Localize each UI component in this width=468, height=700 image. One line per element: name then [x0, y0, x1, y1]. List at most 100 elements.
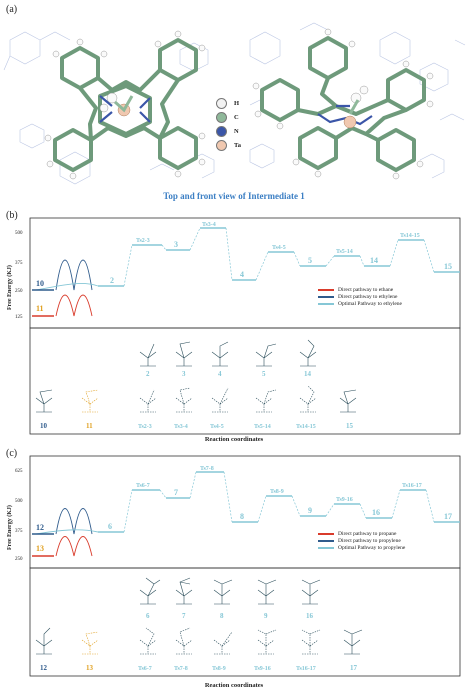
panel-c-state-ts9-16: Ts9-16 — [336, 497, 353, 503]
panel-b-state-10: 10 — [36, 279, 44, 288]
panel-b-energy-frame — [29, 217, 461, 329]
panel-a-label: (a) — [6, 4, 18, 15]
panel-b-ytick-125: 125 — [15, 315, 23, 320]
h-atom-icon — [216, 97, 227, 109]
panel-c-structures — [35, 577, 363, 655]
cyan-line-icon — [318, 302, 334, 305]
panel-c-legend-propane: Direct pathway to propane — [318, 530, 405, 537]
panel-c-state-7: 7 — [174, 488, 178, 497]
panel-b-state-ts14-15: Ts14-15 — [400, 233, 420, 239]
panel-b-struct-15: 15 — [346, 422, 354, 430]
panel-b-energy-diagram: 500 375 250 125 Free Energy (KJ) 10 — [6, 217, 461, 435]
panel-c-propylene-wave — [55, 508, 93, 535]
panel-c-state-8: 8 — [240, 512, 244, 521]
panel-c-state-ts7-8: Ts7-8 — [200, 466, 214, 472]
panel-c-struct-9: 9 — [264, 612, 268, 620]
molecule-views — [3, 22, 466, 185]
panel-c-state-12: 12 — [36, 523, 44, 532]
panel-c-optimal-wave — [35, 529, 99, 535]
panel-b-struct-11: 11 — [86, 422, 93, 430]
panel-b-struct-ts2-3: Ts2-3 — [138, 424, 152, 430]
panel-c-state-ts8-9: Ts8-9 — [270, 489, 284, 495]
panel-c-struct-8: 8 — [220, 612, 224, 620]
panel-c-state-ts6-7: Ts6-7 — [136, 483, 150, 489]
panel-c-state-13: 13 — [36, 544, 44, 553]
panel-c-ytick-625: 625 — [15, 469, 23, 474]
atom-legend-c: C — [216, 110, 241, 124]
panel-b-state-ts4-5: Ts4-5 — [272, 245, 286, 251]
cyan-line-icon — [318, 546, 334, 549]
panel-b-state-ts2-3: Ts2-3 — [136, 238, 150, 244]
panel-b-state-11: 11 — [36, 304, 44, 313]
panel-c-state-ts16-17: Ts16-17 — [402, 483, 422, 489]
panel-c-label: (c) — [6, 448, 18, 459]
atom-legend-ta: Ta — [216, 138, 241, 152]
panel-c-propane-wave — [55, 536, 93, 557]
panel-b-struct-10: 10 — [40, 422, 48, 430]
panel-c-state-17: 17 — [444, 512, 452, 521]
panel-b-legend-ethane: Direct pathway to ethane — [318, 286, 402, 293]
panel-c-ytick-375: 375 — [15, 529, 23, 534]
red-line-icon — [318, 532, 334, 535]
atom-legend-h: H — [216, 96, 241, 110]
panel-b-struct-ts3-4: Ts3-4 — [174, 424, 188, 430]
panel-b-struct-4: 4 — [218, 370, 222, 378]
panel-b-ylabel: Free Energy (KJ) — [6, 265, 13, 310]
background-lattice — [3, 22, 466, 185]
panel-c-ytick-500: 500 — [15, 499, 23, 504]
panel-b-state-5: 5 — [308, 256, 312, 265]
panel-c-struct-13: 13 — [86, 664, 94, 672]
panel-b-structures — [35, 339, 357, 413]
panel-c-struct-ts6-7: Ts6-7 — [138, 666, 152, 672]
panel-c-struct-ts9-16: Ts9-16 — [254, 666, 271, 672]
panel-b-ytick-500: 500 — [15, 231, 23, 236]
panel-b-state-3: 3 — [174, 240, 178, 249]
panel-c-struct-6: 6 — [146, 612, 150, 620]
panel-c-energy-frame — [29, 455, 461, 569]
panel-b-state-14: 14 — [370, 256, 378, 265]
molecule-top-view — [44, 30, 206, 180]
molecule-front-view — [252, 28, 434, 180]
atom-legend-n: N — [216, 124, 241, 138]
panel-c-ytick-250: 250 — [15, 557, 23, 562]
panel-c-legend: Direct pathway to propane Direct pathway… — [318, 530, 405, 551]
panel-b-struct-ts5-14: Ts5-14 — [254, 424, 271, 430]
ta-atom-icon — [216, 139, 227, 151]
panel-c-state-16: 16 — [372, 508, 380, 517]
panel-b-state-2: 2 — [110, 276, 114, 285]
panel-a-caption: Top and front view of Intermediate 1 — [163, 191, 305, 201]
panel-b-state-ts3-4: Ts3-4 — [202, 222, 216, 228]
panel-c-state-6: 6 — [108, 522, 112, 531]
panel-b-state-15: 15 — [444, 262, 452, 271]
panel-c-energy-diagram: 625 500 375 250 Free Energy (KJ) 12 13 6 — [6, 455, 461, 677]
panel-b-struct-ts4-5: Ts4-5 — [210, 424, 224, 430]
panel-b-structure-frame — [29, 327, 461, 435]
panel-b-ethylene-wave — [55, 259, 93, 291]
panel-c-legend-propylene-optimal: Optimal Pathway to propylene — [318, 544, 405, 551]
panel-b-struct-2: 2 — [146, 370, 150, 378]
panel-b-struct-ts14-15: Ts14-15 — [296, 424, 316, 430]
panel-c-ylabel: Free Energy (KJ) — [6, 505, 13, 550]
blue-line-icon — [318, 295, 334, 298]
panel-b-ethane-wave — [55, 294, 93, 317]
panel-c-struct-12: 12 — [40, 664, 48, 672]
panel-c-legend-propylene-direct: Direct pathway to propylene — [318, 537, 405, 544]
panel-c-struct-16: 16 — [306, 612, 314, 620]
panel-c-xlabel: Reaction coordinates — [204, 682, 264, 689]
panel-b-state-ts5-14: Ts5-14 — [336, 249, 353, 255]
panel-c-struct-7: 7 — [182, 612, 186, 620]
panel-b-optimal-wave — [35, 283, 99, 291]
panel-c-struct-ts7-8: Ts7-8 — [174, 666, 188, 672]
panel-b-struct-3: 3 — [182, 370, 186, 378]
panel-b-legend-ethylene-direct: Direct pathway to ethylene — [318, 293, 402, 300]
red-line-icon — [318, 288, 334, 291]
panel-b-xlabel: Reaction coordinates — [204, 436, 264, 443]
panel-c-struct-17: 17 — [350, 664, 358, 672]
panel-b-label: (b) — [6, 210, 18, 221]
panel-b-ytick-250: 250 — [15, 289, 23, 294]
panel-c-struct-ts8-9: Ts8-9 — [212, 666, 226, 672]
panel-b-legend: Direct pathway to ethane Direct pathway … — [318, 286, 402, 307]
panel-b-struct-14: 14 — [304, 370, 312, 378]
atom-legend: H C N Ta — [216, 96, 241, 152]
panel-c-structure-frame — [29, 567, 461, 677]
